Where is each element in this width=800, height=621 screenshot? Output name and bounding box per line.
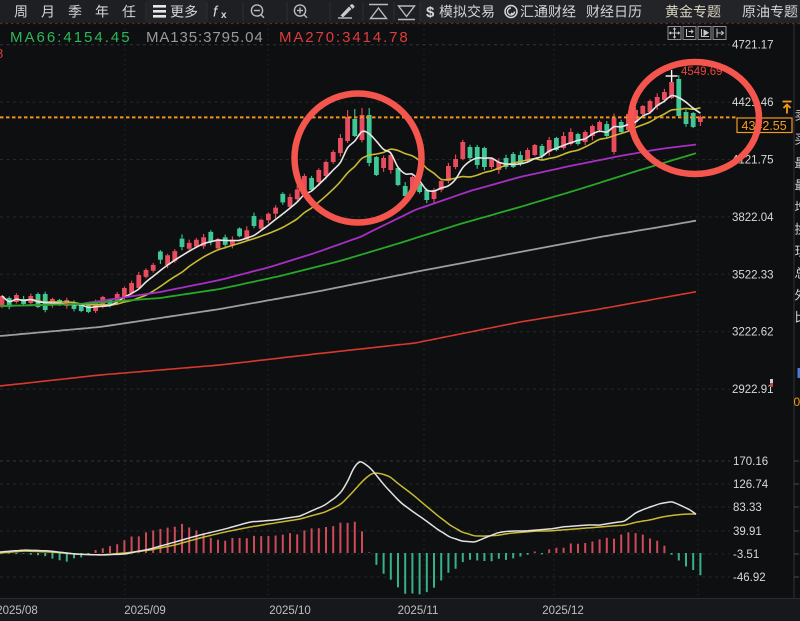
- svg-text:3222.62: 3222.62: [732, 327, 774, 339]
- svg-text:f: f: [213, 4, 219, 21]
- svg-text:0: 0: [794, 395, 800, 409]
- svg-text:83.33: 83.33: [733, 502, 762, 514]
- svg-text:2922.91: 2922.91: [732, 384, 774, 396]
- svg-text:4721.17: 4721.17: [732, 40, 774, 52]
- svg-text:4342.55: 4342.55: [742, 119, 787, 133]
- svg-text:170.16: 170.16: [733, 456, 768, 468]
- svg-text:2025/12: 2025/12: [542, 605, 584, 617]
- svg-text:2025/11: 2025/11: [398, 605, 439, 617]
- svg-text:8: 8: [0, 46, 3, 61]
- svg-text:-3.51: -3.51: [733, 549, 759, 561]
- svg-text:-46.92: -46.92: [733, 572, 766, 584]
- svg-text:39.91: 39.91: [733, 526, 762, 538]
- svg-text:$: $: [426, 4, 435, 21]
- svg-text:2025/09: 2025/09: [124, 605, 166, 617]
- svg-text:2025/08: 2025/08: [0, 605, 38, 617]
- svg-text:MA66:4154.45: MA66:4154.45: [10, 29, 132, 46]
- svg-text:2025/10: 2025/10: [269, 605, 311, 617]
- svg-text:MA270:3414.78: MA270:3414.78: [279, 29, 410, 46]
- svg-text:MA135:3795.04: MA135:3795.04: [146, 29, 264, 46]
- svg-text:126.74: 126.74: [733, 479, 769, 491]
- svg-text:x: x: [221, 10, 227, 21]
- svg-text:4421.46: 4421.46: [732, 97, 774, 109]
- svg-text:4549.69: 4549.69: [681, 66, 723, 78]
- svg-text:3522.33: 3522.33: [732, 269, 774, 281]
- svg-text:3822.04: 3822.04: [732, 212, 774, 224]
